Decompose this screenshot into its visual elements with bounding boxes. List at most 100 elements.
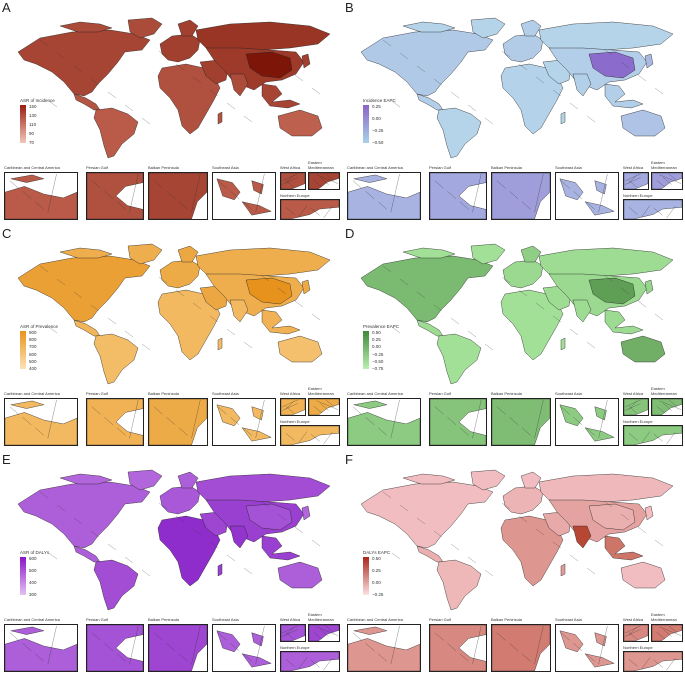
border-line [382, 39, 392, 47]
border-line [141, 343, 151, 351]
inset-region [281, 625, 305, 641]
inset-map [347, 398, 421, 446]
legend-tick-label: 70 [29, 140, 35, 145]
legend-tick-label: 500 [29, 568, 37, 573]
region-scand [177, 245, 199, 263]
border-line [382, 491, 392, 499]
inset-border-line [323, 432, 333, 445]
border-line [391, 552, 401, 560]
region-india [572, 299, 592, 323]
border-line [654, 539, 664, 547]
legend-tick-label: 90 [29, 131, 35, 136]
region-china [245, 51, 293, 79]
inset-region [559, 178, 615, 216]
inset-label: Eastern Mediterranean [651, 612, 677, 622]
region-australia [277, 561, 323, 589]
inset-map [555, 624, 619, 672]
inset-border-line [624, 173, 641, 182]
region-scand [520, 19, 542, 37]
legend: ASR of Prevalence 900 800 700 600 500 400 [20, 324, 90, 372]
inset-label: Balkan Peninsula [491, 617, 522, 622]
inset-border-line [628, 207, 638, 215]
inset-label: Southeast Asia [555, 165, 582, 170]
region-japan [644, 279, 654, 295]
map-panel: F DALYs EAPC 0.50 0.25 0.00 −0.25 Caribbean an… [343, 452, 685, 678]
inset-border-line [378, 653, 388, 662]
region-china [588, 51, 636, 79]
inset-border-line [628, 180, 638, 188]
border-line [107, 91, 117, 99]
inset-border-line [285, 406, 295, 414]
inset-border-line [656, 180, 666, 188]
border-line [277, 287, 287, 295]
inset-border-line [217, 406, 227, 415]
region-india [229, 299, 249, 323]
inset-label: Northern Europe [623, 193, 653, 198]
legend-title: DALYs EAPC [363, 550, 391, 555]
inset-region [492, 173, 550, 219]
inset-label: Eastern Mediterranean [308, 160, 334, 170]
border-line [48, 552, 58, 560]
inset-region [559, 630, 615, 668]
inset-border-line [153, 632, 163, 641]
inset-label: Caribbean and Central America [347, 165, 403, 170]
panel-letter: A [2, 0, 11, 15]
border-line [569, 102, 579, 110]
border-line [484, 117, 494, 125]
inset-border-line [378, 201, 388, 210]
inset-border-line [663, 629, 672, 637]
border-line [107, 317, 117, 325]
inset-border-line [104, 643, 114, 651]
inset-border-line [191, 173, 201, 213]
region-europe [159, 33, 201, 63]
border-line [620, 513, 630, 521]
inset-border-line [22, 417, 32, 425]
inset-border-line [496, 632, 506, 641]
legend-tick-label: −0.25 [372, 128, 384, 133]
inset-border-line [281, 177, 298, 185]
border-line [535, 76, 545, 84]
inset-label: Balkan Peninsula [491, 165, 522, 170]
border-line [501, 276, 511, 284]
legend-tick-label: 300 [29, 592, 37, 597]
inset-border-line [472, 625, 482, 665]
border-line [603, 500, 613, 508]
border-line [518, 63, 528, 71]
inset-region [309, 399, 339, 415]
border-line [620, 287, 630, 295]
inset-border-line [365, 643, 375, 651]
region-madagascar [217, 563, 223, 577]
inset-border-line [390, 399, 400, 439]
inset-label: Persian Gulf [429, 617, 452, 622]
inset-border-line [659, 626, 682, 636]
inset-border-line [624, 625, 641, 634]
inset-border-line [656, 406, 666, 414]
inset-border-line [129, 625, 139, 665]
region-russia [195, 21, 331, 51]
world-map [360, 243, 674, 385]
region-europe [502, 259, 544, 289]
inset-border-line [365, 417, 375, 425]
inset-region [309, 625, 339, 641]
region-scand [177, 471, 199, 489]
world-map [17, 17, 331, 159]
border-line [192, 528, 202, 536]
inset-map [4, 624, 78, 672]
inset-border-line [447, 417, 457, 425]
border-line [311, 313, 321, 321]
inset-region [430, 399, 486, 445]
inset-border-line [666, 432, 676, 445]
inset-border-line [573, 191, 583, 199]
legend-tick-label: 600 [29, 556, 37, 561]
inset-region [348, 626, 420, 671]
inset-region [216, 630, 272, 668]
inset-region [5, 174, 77, 219]
inset-label: Eastern Mediterranean [651, 160, 677, 170]
inset-map [280, 624, 306, 642]
world-map [17, 469, 331, 611]
region-australia [620, 335, 666, 363]
legend-color-bar [20, 557, 26, 595]
region-southAmerica [436, 107, 482, 159]
border-line [416, 517, 426, 525]
border-line [294, 300, 304, 308]
